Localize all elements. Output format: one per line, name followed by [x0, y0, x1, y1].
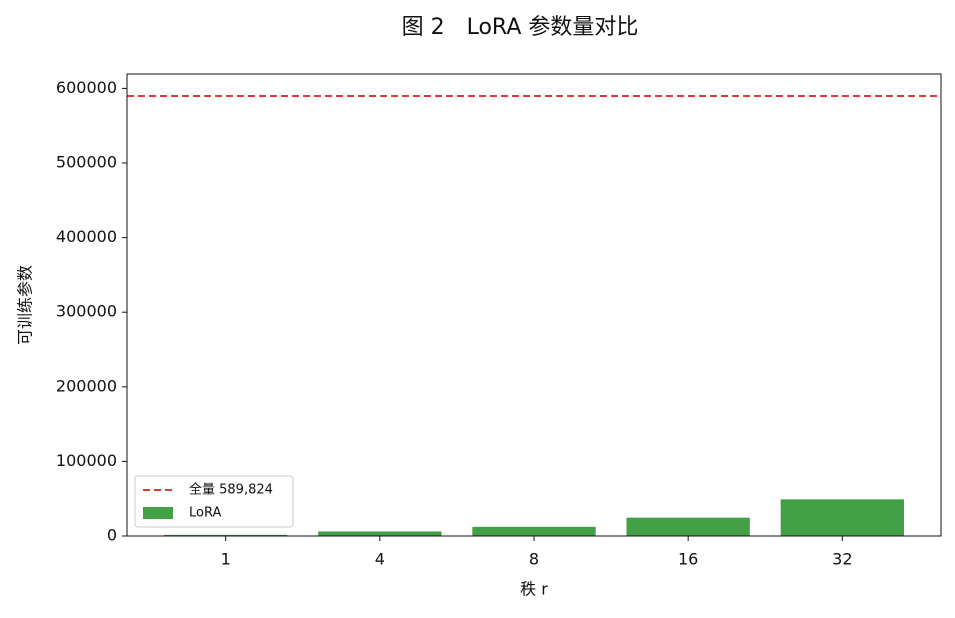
- bar: [472, 526, 596, 536]
- y-tick-label: 500000: [56, 153, 117, 172]
- x-axis-label: 秩 r: [520, 580, 548, 599]
- y-tick-label: 0: [107, 526, 117, 545]
- y-tick-label: 100000: [56, 451, 117, 470]
- legend-label: 全量 589,824: [189, 482, 273, 498]
- legend-swatch: [143, 507, 173, 519]
- chart-title: 图 2 LoRA 参数量对比: [402, 15, 639, 40]
- bar: [780, 499, 904, 536]
- x-tick-label: 16: [678, 550, 698, 569]
- bar: [318, 531, 442, 536]
- bar: [164, 534, 288, 536]
- y-tick-label: 300000: [56, 302, 117, 321]
- bar: [626, 517, 750, 536]
- x-tick-label: 8: [529, 550, 539, 569]
- y-tick-label: 600000: [56, 78, 117, 97]
- legend-label: LoRA: [189, 506, 221, 521]
- y-axis-label: 可训练参数: [16, 265, 35, 345]
- y-tick-label: 400000: [56, 227, 117, 246]
- x-tick-label: 4: [375, 550, 385, 569]
- x-tick-label: 1: [221, 550, 231, 569]
- plot-frame: [126, 73, 942, 537]
- x-tick-label: 32: [832, 550, 852, 569]
- y-tick-label: 200000: [56, 376, 117, 395]
- legend-box: [134, 475, 294, 528]
